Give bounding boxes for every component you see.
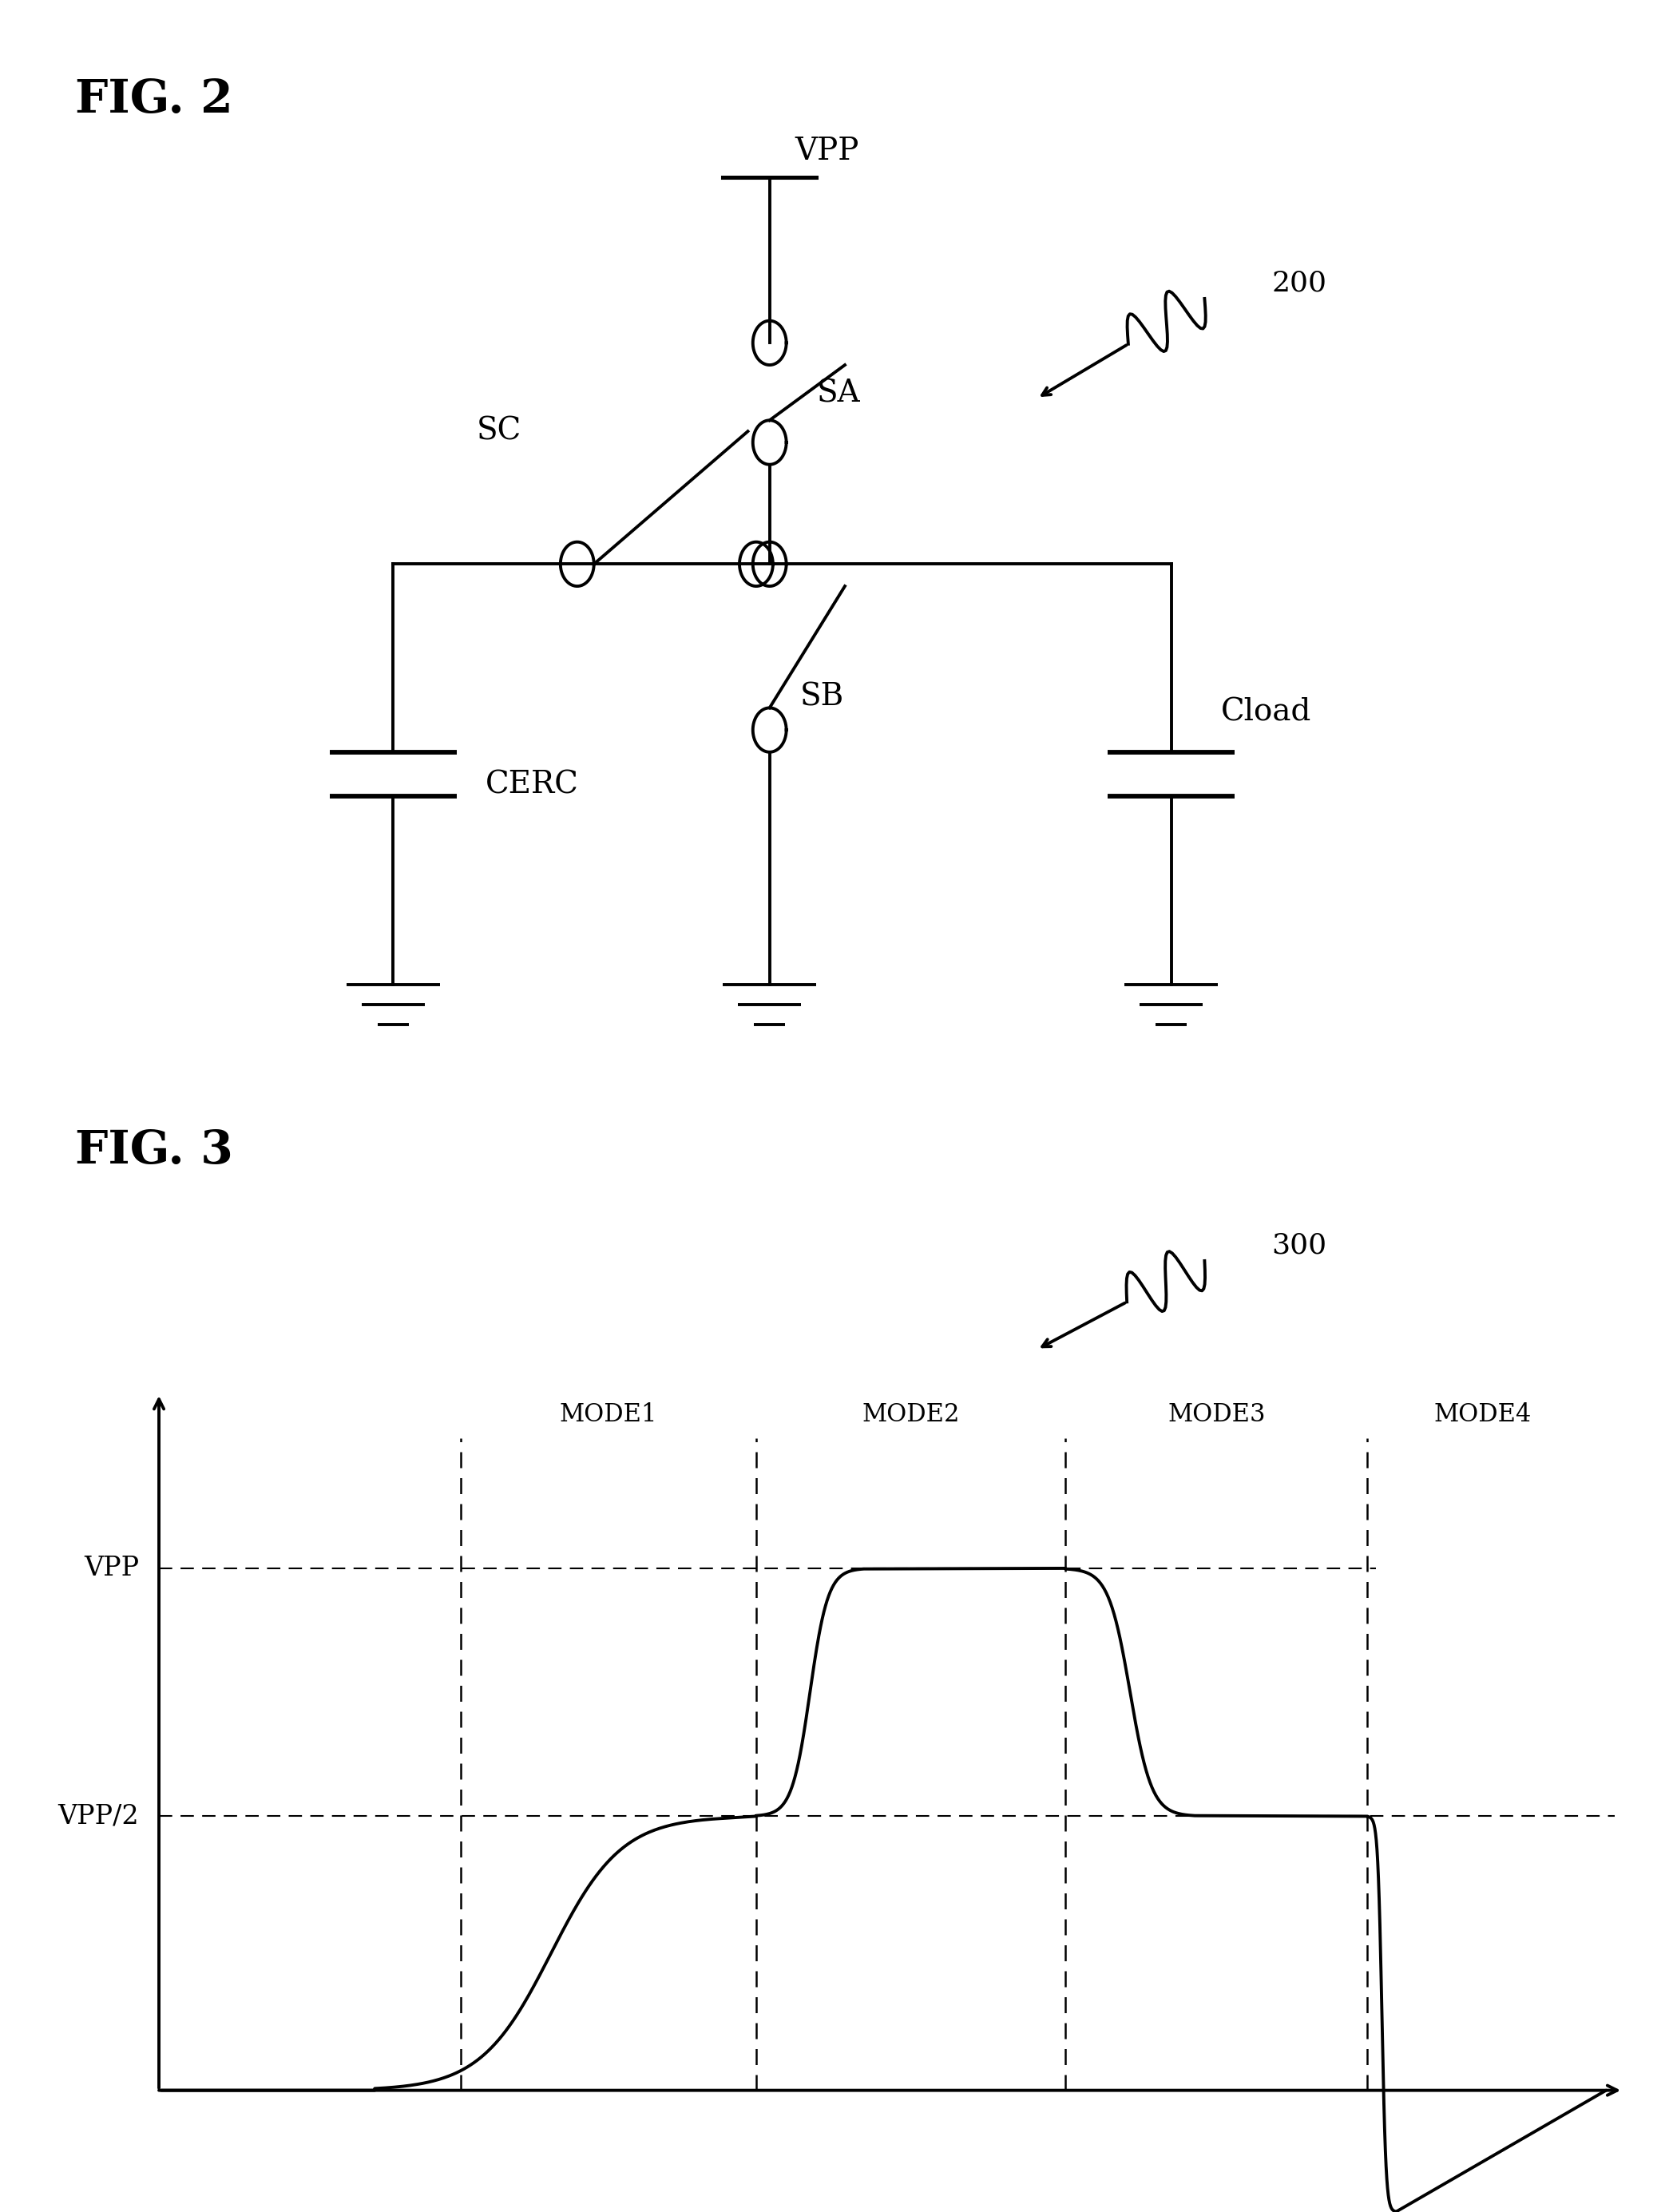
Text: Cload: Cload <box>1221 697 1312 728</box>
Text: VPP: VPP <box>84 1555 139 1582</box>
Text: VPP/2: VPP/2 <box>57 1803 139 1829</box>
Text: 200: 200 <box>1271 270 1327 296</box>
Text: FIG. 3: FIG. 3 <box>75 1128 233 1172</box>
Text: 300: 300 <box>1271 1232 1327 1259</box>
Text: VPP: VPP <box>795 137 858 166</box>
Text: SA: SA <box>816 378 860 409</box>
Text: CERC: CERC <box>485 770 579 801</box>
Text: MODE2: MODE2 <box>862 1402 960 1427</box>
Text: MODE1: MODE1 <box>560 1402 657 1427</box>
Text: SC: SC <box>477 416 522 447</box>
Text: MODE3: MODE3 <box>1168 1402 1265 1427</box>
Text: SB: SB <box>800 681 843 712</box>
Text: MODE4: MODE4 <box>1434 1402 1531 1427</box>
Text: FIG. 2: FIG. 2 <box>75 77 233 122</box>
